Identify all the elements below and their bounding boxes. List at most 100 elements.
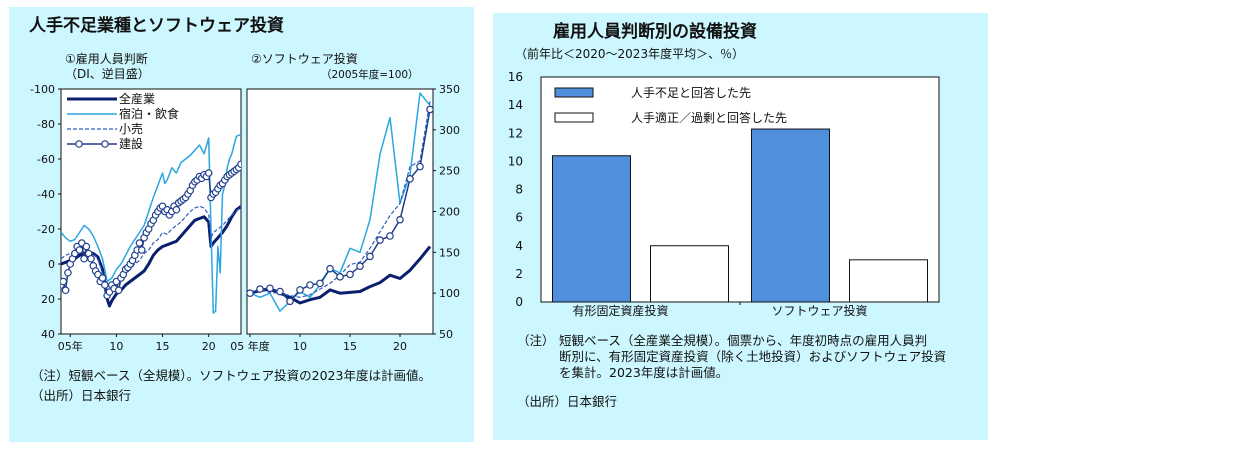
panel2-series-3-point xyxy=(286,297,294,306)
panel1-series-3-point xyxy=(135,239,144,247)
panel1-series-3-point xyxy=(80,254,88,263)
panel1-series-3-point xyxy=(64,268,72,277)
right-chart-panel: 雇用人員判断別の設備投資 （前年比＜2020～2023年度平均＞、％） 0 2 4 6… xyxy=(493,13,988,440)
panel2-series-3-point xyxy=(356,262,364,271)
panel1-legend-label-3: 建設 xyxy=(119,136,143,151)
right-chart-subtitle: （前年比＜2020～2023年度平均＞、％） xyxy=(515,47,745,61)
bar-legend-label-1: 人手適正／過剰と回答した先 xyxy=(631,110,787,125)
panel2-series-3-point xyxy=(396,215,404,224)
panel2-series-3-point xyxy=(336,273,344,281)
panel1-series-3-point xyxy=(137,246,146,254)
panel1-series-3-point xyxy=(237,160,241,169)
right-note-label: （注） xyxy=(517,333,555,348)
bar-legend-swatch-1 xyxy=(554,112,594,123)
panel1-y-tick-label: -100 xyxy=(30,83,55,96)
right-chart-svg: 0 2 4 6 8 10 12 14 16 有形固定資産投資 ソフトウェア投資 人手不足と回答した先人… xyxy=(508,70,940,318)
panel2-series-3-point xyxy=(386,232,394,240)
panel1-legend-marker xyxy=(101,140,109,148)
bar-legend-swatch-0 xyxy=(554,87,594,98)
panel2-title: ②ソフトウェア投資 xyxy=(251,52,358,66)
panel2-series-3-point xyxy=(247,289,254,297)
panel1-y-tick-label: -20 xyxy=(37,223,55,236)
bar-y-tick-label: 10 xyxy=(508,154,523,168)
panel1-y-tick-label: 40 xyxy=(41,328,55,341)
panel2-series-3-point xyxy=(346,270,354,279)
panel1-series-3-point xyxy=(82,242,91,251)
bar-y-tick-label: 2 xyxy=(515,267,523,281)
panel2-y-tick-label: 250 xyxy=(439,165,460,178)
panel2-x-tick-label: 05 年度 xyxy=(230,339,270,353)
panel2-series-3-point xyxy=(416,162,424,171)
panel2-series-3-point xyxy=(366,252,374,261)
panel1-legend-label-0: 全産業 xyxy=(119,91,155,106)
bar-1-1 xyxy=(849,259,928,303)
panel2-plot-area xyxy=(246,88,434,335)
panel2-series-3-point xyxy=(326,264,334,273)
bar-0-0 xyxy=(552,155,631,303)
panel2-subtitle: （2005年度=100） xyxy=(321,69,419,81)
right-note-line-2: 断別に、有形固定資産投資（除く土地投資）およびソフトウェア投資 xyxy=(559,349,947,364)
panel2-series-3-point xyxy=(276,287,284,296)
panel1-series-3-point xyxy=(204,169,213,177)
panel1-x-tick-label: 05年 xyxy=(58,339,83,353)
panel2-x-tick-label: 10 xyxy=(293,340,307,353)
panel2-series-3-point xyxy=(376,236,384,244)
panel2-x-tick-label: 20 xyxy=(393,340,407,353)
panel2-series-3-point xyxy=(406,175,414,183)
panel1-series-3-point xyxy=(87,254,95,263)
panel1-title: ①雇用人員判断 xyxy=(65,52,148,66)
panel2-y-tick-label: 50 xyxy=(439,328,453,341)
panel1-series-3-point xyxy=(61,286,70,295)
left-chart-panel: 人手不足業種とソフトウェア投資 ①雇用人員判断 （DI、逆目盛） ②ソフトウェア… xyxy=(9,7,474,442)
left-chart-title: 人手不足業種とソフトウェア投資 xyxy=(29,16,284,36)
panel2-y-tick-label: 100 xyxy=(439,287,460,300)
panel1-legend-label-1: 宿泊・飲食 xyxy=(119,106,179,121)
bar-legend-label-0: 人手不足と回答した先 xyxy=(631,85,751,100)
panel1-series-3-point xyxy=(101,281,109,289)
panel2-series-group xyxy=(247,92,433,312)
panel2-series-3-point xyxy=(426,105,433,114)
bar-1-0 xyxy=(751,128,830,303)
panel1-subtitle: （DI、逆目盛） xyxy=(65,67,150,81)
left-note: （注）短観ベース（全規模）。ソフトウェア投資の2023年度は計画値。 xyxy=(31,368,431,383)
panel1-series-3-point xyxy=(172,205,181,214)
panel1-x-tick-label: 15 xyxy=(156,340,170,353)
panel2-series-3-point xyxy=(266,284,274,293)
bar-y-tick-label: 8 xyxy=(515,183,523,197)
panel1-y-tick-label: 0 xyxy=(48,258,55,271)
panel1-y-tick-label: 20 xyxy=(41,293,55,306)
bar-y-tick-label: 14 xyxy=(508,98,523,112)
panel1-plot-area xyxy=(60,88,242,335)
right-note-line-3: を集計。2023年度は計画値。 xyxy=(559,365,729,380)
bar-y-tick-label: 0 xyxy=(515,295,523,309)
panel2-series-3-point xyxy=(306,281,314,289)
bar-y-tick-label: 16 xyxy=(508,70,523,84)
panel2-series-3-point xyxy=(256,285,264,293)
panel1-series-1-line xyxy=(61,133,241,314)
right-chart-title: 雇用人員判断別の設備投資 xyxy=(553,22,757,42)
panel1-y-tick-label: -80 xyxy=(37,118,55,131)
panel1-x-tick-label: 10 xyxy=(109,340,123,353)
panel1-x-tick-label: 20 xyxy=(202,340,216,353)
bar-y-tick-label: 12 xyxy=(508,126,523,140)
bar-category-label: 有形固定資産投資 xyxy=(572,303,668,318)
panel1-legend-label-2: 小売 xyxy=(119,121,143,136)
panel2-y-tick-label: 200 xyxy=(439,206,460,219)
right-source: （出所）日本銀行 xyxy=(517,394,618,409)
panel1-series-3-point xyxy=(114,286,123,295)
panel2-y-tick-label: 350 xyxy=(439,83,460,96)
panel2-x-tick-label: 15 xyxy=(343,340,357,353)
bar-y-tick-label: 4 xyxy=(515,239,523,253)
bar-y-tick-label: 6 xyxy=(515,211,523,225)
left-source: （出所）日本銀行 xyxy=(31,388,132,403)
bar-0-1 xyxy=(650,245,729,303)
panel2-series-3-point xyxy=(296,286,304,294)
panel1-y-tick-label: -60 xyxy=(37,153,55,166)
panel1-y-tick-label: -40 xyxy=(37,188,55,201)
panel2-y-tick-label: 300 xyxy=(439,124,460,137)
panel1-legend-marker xyxy=(75,140,83,148)
panel1-series-3-point xyxy=(61,277,68,286)
panel1-series-3-point xyxy=(75,246,84,254)
right-note-line-1: 短観ベース（全産業全規模）。個票から、年度初時点の雇用人員判 xyxy=(559,333,928,348)
panel2-y-tick-label: 150 xyxy=(439,246,460,259)
